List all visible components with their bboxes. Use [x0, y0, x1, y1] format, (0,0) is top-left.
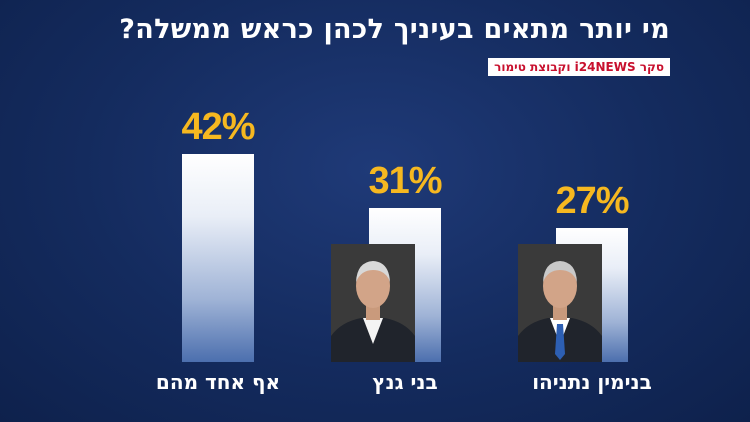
person-photo	[518, 244, 602, 362]
value-label: 31%	[368, 160, 442, 203]
bar	[182, 154, 254, 362]
category-label: בנימין נתניהו	[532, 370, 652, 394]
source-badge: סקר i24NEWS וקבוצת טימור	[488, 58, 670, 76]
value-label: 42%	[181, 106, 255, 148]
chart-title: מי יותר מתאים בעיניך לכהן כראש ממשלה?	[119, 14, 670, 45]
value-label: 27%	[555, 180, 629, 223]
person-photo	[331, 244, 415, 362]
category-label: בני גנץ	[372, 370, 438, 394]
category-label: אף אחד מהם	[155, 370, 281, 394]
